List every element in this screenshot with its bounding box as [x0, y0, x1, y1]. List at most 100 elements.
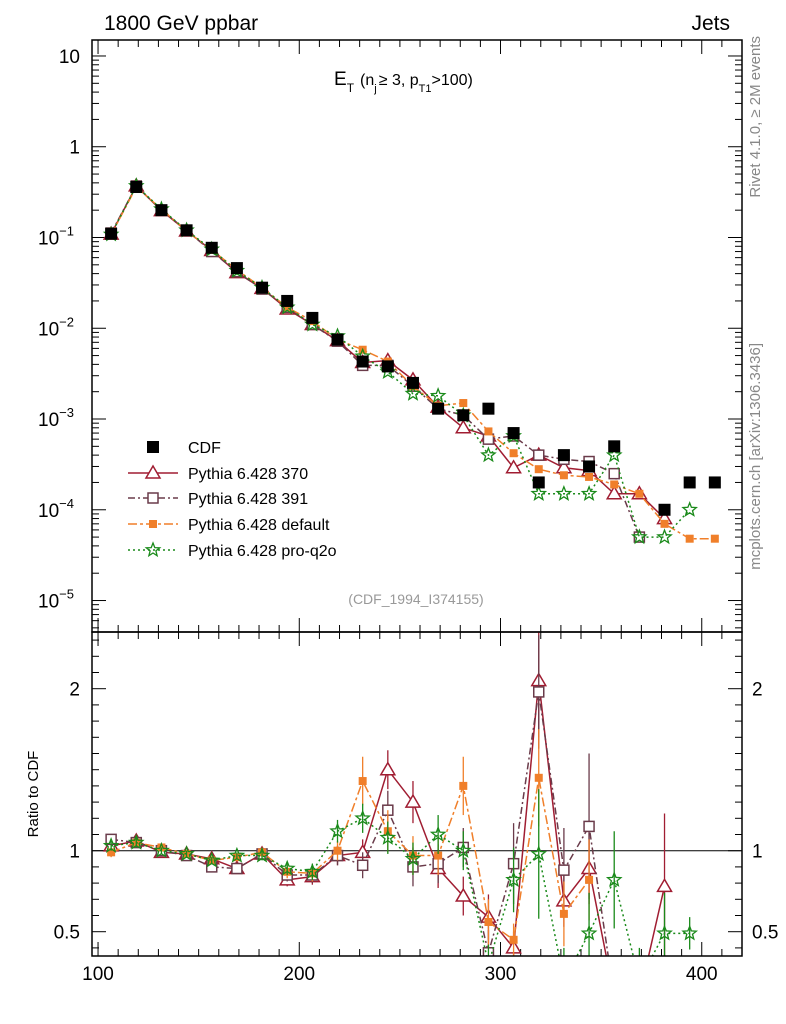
- title-ge: ≥ 3, p: [379, 72, 419, 89]
- series-1-point: [532, 449, 545, 461]
- data-point: [180, 224, 193, 237]
- series-3-point: [404, 384, 422, 401]
- title-nj-sub: j: [373, 83, 376, 95]
- ratio-series-2-point: [559, 909, 568, 918]
- ratio-y-axis-label: Ratio to CDF: [25, 751, 42, 838]
- main-panel: 10−5 10−4 10−3 10−2 10−1 1 10: [38, 39, 743, 633]
- series-2-point: [559, 471, 568, 480]
- legend-label-series-1: Pythia 6.428 391: [188, 491, 308, 508]
- ratio-series-3-point: [656, 924, 673, 941]
- series-2-point: [710, 534, 719, 543]
- y-tick-label: 10−3: [38, 405, 74, 431]
- ratio-series-3-point: [178, 845, 195, 862]
- ratio-series-3-point: [127, 833, 145, 850]
- main-series-group: [102, 177, 721, 545]
- ratio-series-2-point: [585, 875, 594, 884]
- series-2-line: [110, 185, 715, 540]
- ratio-series-2-point: [484, 917, 493, 926]
- data-point: [482, 402, 495, 415]
- x-tick-label: 300: [485, 964, 517, 985]
- ratio-panel: 100 200 300 400 0.5 0.5 1 1 2 2: [54, 631, 778, 1002]
- ratio-tick-label: 0.5: [54, 923, 80, 944]
- series-1-point: [482, 433, 495, 445]
- ratio-series-0-point: [656, 877, 673, 893]
- ratio-series-3-point: [404, 849, 422, 866]
- series-3-point: [555, 485, 573, 501]
- series-2-point: [685, 534, 694, 543]
- series-1-point: [608, 467, 620, 480]
- data-point: [507, 427, 520, 440]
- ratio-series-3-point: [329, 822, 346, 839]
- ratio-series-2-point: [107, 848, 116, 857]
- mcplots-site-label: mcplots.cern.ch [arXiv:1306.3436]: [747, 343, 764, 570]
- ratio-tick-label-right: 1: [752, 842, 763, 863]
- title-pt1-sub: T1: [419, 83, 432, 95]
- ratio-series-3-point: [278, 859, 296, 876]
- ratio-series-0-point: [632, 990, 646, 1002]
- ratio-tick-label: 2: [69, 680, 80, 701]
- ratio-series-1-point: [532, 686, 545, 698]
- legend-sample-marker-3: [144, 541, 162, 558]
- legend-sample-data: [147, 441, 159, 453]
- analysis-id-label: (CDF_1994_I374155): [348, 591, 483, 607]
- process-label: 1800 GeV ppbar: [104, 12, 258, 35]
- series-2-point: [484, 427, 493, 436]
- ratio-series-3-point: [605, 871, 623, 887]
- series-3-point: [480, 446, 497, 463]
- data-point: [205, 241, 218, 254]
- ratio-series-3-point: [505, 871, 523, 887]
- data-point: [256, 281, 269, 294]
- ratio-series-3-point: [580, 924, 598, 941]
- series-3-point: [605, 446, 623, 463]
- title-paren: (n: [360, 72, 374, 89]
- ratio-series-2-point: [459, 781, 468, 790]
- legend-label-series-3: Pythia 6.428 pro-q2o: [188, 543, 337, 560]
- ratio-tick-label-right: 2: [752, 680, 763, 701]
- data-point: [583, 460, 596, 473]
- ratio-series-3-point: [228, 846, 246, 863]
- ratio-axis-ticks: 100 200 300 400 0.5 0.5 1 1 2 2: [54, 632, 778, 985]
- series-3-point: [580, 484, 598, 501]
- data-point: [155, 204, 168, 217]
- data-point: [130, 181, 143, 194]
- series-3-point: [681, 501, 698, 517]
- ratio-tick-label: 1: [69, 842, 80, 863]
- ratio-series-3-point: [102, 836, 120, 853]
- legend-label-data: CDF: [188, 440, 221, 457]
- data-point: [683, 476, 696, 489]
- ratio-series-3-line: [111, 817, 690, 956]
- ratio-series-3-point: [379, 828, 397, 845]
- y-tick-label: 10: [59, 47, 80, 68]
- main-axis-ticks: 10−5 10−4 10−3 10−2 10−1 1 10: [38, 40, 743, 632]
- data-point: [406, 376, 419, 389]
- ratio-series-2: [107, 729, 594, 956]
- data-point: [557, 449, 570, 462]
- y-tick-label: 10−1: [38, 223, 74, 249]
- series-2-point: [534, 465, 543, 474]
- ratio-series-2-line: [110, 777, 590, 942]
- category-label: Jets: [691, 12, 730, 35]
- legend: CDF Pythia 6.428 370 Pythia 6.428 391 Py…: [128, 440, 337, 560]
- data-point: [381, 360, 394, 373]
- series-2-point: [509, 449, 518, 458]
- series-3-line: [110, 184, 691, 538]
- data-point: [356, 355, 369, 368]
- data-point: [457, 409, 470, 422]
- title-end: >100): [431, 72, 472, 89]
- ratio-series-0-point: [379, 761, 397, 776]
- ratio-series-2-point: [358, 777, 367, 786]
- ratio-series-group: [102, 632, 699, 1002]
- title-et-sub: T: [347, 81, 355, 95]
- ratio-series-3-point: [354, 809, 372, 826]
- ratio-series-0-point: [404, 793, 422, 808]
- rivet-version-label: Rivet 4.1.0, ≥ 2M events: [747, 36, 764, 198]
- ratio-series-1-point: [609, 992, 619, 1002]
- x-tick-label: 200: [283, 964, 315, 985]
- ratio-series-3-point: [153, 841, 170, 858]
- series-0-point: [605, 485, 623, 500]
- ratio-series-1-point: [356, 859, 369, 872]
- series-2-point: [459, 399, 468, 408]
- ratio-series-2-point: [509, 935, 518, 944]
- series-2-point: [610, 480, 619, 489]
